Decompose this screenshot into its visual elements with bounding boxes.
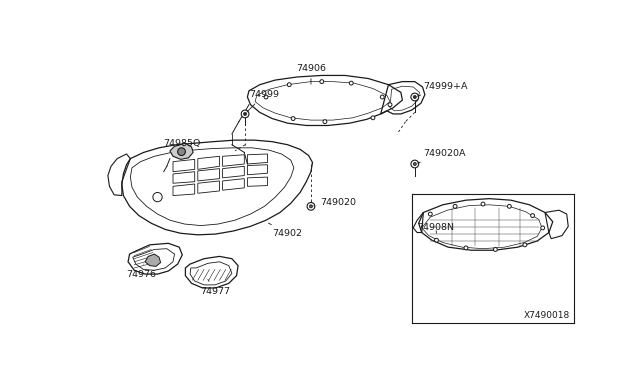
Circle shape bbox=[523, 243, 527, 247]
Text: 74999+A: 74999+A bbox=[417, 83, 468, 96]
Circle shape bbox=[411, 93, 419, 101]
Circle shape bbox=[413, 163, 417, 166]
Polygon shape bbox=[170, 143, 193, 159]
Text: 749020A: 749020A bbox=[417, 150, 466, 163]
Circle shape bbox=[291, 117, 295, 121]
Circle shape bbox=[178, 148, 186, 155]
Circle shape bbox=[508, 205, 511, 208]
Circle shape bbox=[493, 247, 497, 251]
Circle shape bbox=[453, 205, 457, 208]
Circle shape bbox=[320, 80, 324, 84]
Circle shape bbox=[541, 226, 545, 230]
Circle shape bbox=[323, 120, 327, 124]
Circle shape bbox=[244, 112, 246, 115]
Circle shape bbox=[241, 110, 249, 118]
Circle shape bbox=[481, 202, 485, 206]
Circle shape bbox=[349, 81, 353, 85]
Text: 74999: 74999 bbox=[247, 90, 279, 112]
Circle shape bbox=[464, 246, 468, 250]
Circle shape bbox=[435, 238, 438, 242]
Text: 749020: 749020 bbox=[314, 198, 356, 207]
Circle shape bbox=[371, 116, 375, 120]
Polygon shape bbox=[145, 254, 161, 266]
Text: 74906: 74906 bbox=[296, 64, 326, 84]
Circle shape bbox=[264, 95, 268, 99]
Circle shape bbox=[309, 205, 312, 208]
Text: 74908N: 74908N bbox=[417, 224, 454, 233]
Text: X7490018: X7490018 bbox=[524, 311, 570, 320]
Circle shape bbox=[388, 103, 392, 107]
Circle shape bbox=[307, 202, 315, 210]
Text: 74977: 74977 bbox=[200, 279, 230, 295]
Circle shape bbox=[287, 83, 291, 87]
Circle shape bbox=[153, 192, 162, 202]
Text: 74976: 74976 bbox=[127, 264, 157, 279]
Circle shape bbox=[413, 96, 417, 99]
Text: 74902: 74902 bbox=[268, 223, 302, 238]
Circle shape bbox=[531, 214, 534, 218]
Circle shape bbox=[380, 95, 384, 99]
Circle shape bbox=[411, 160, 419, 168]
Circle shape bbox=[428, 212, 432, 216]
Text: 74985Q: 74985Q bbox=[164, 139, 201, 148]
